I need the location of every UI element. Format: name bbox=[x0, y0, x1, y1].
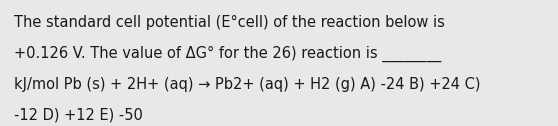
Text: kJ/mol Pb (s) + 2H+ (aq) → Pb2+ (aq) + H2 (g) A) -24 B) +24 C): kJ/mol Pb (s) + 2H+ (aq) → Pb2+ (aq) + H… bbox=[14, 77, 480, 92]
Text: The standard cell potential (E°cell) of the reaction below is: The standard cell potential (E°cell) of … bbox=[14, 15, 445, 30]
Text: +0.126 V. The value of ΔG° for the 26) reaction is ________: +0.126 V. The value of ΔG° for the 26) r… bbox=[14, 46, 441, 62]
Text: -12 D) +12 E) -50: -12 D) +12 E) -50 bbox=[14, 108, 143, 123]
